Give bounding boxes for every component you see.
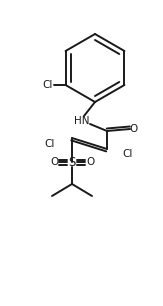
- Text: O: O: [130, 124, 138, 134]
- Text: HN: HN: [74, 116, 90, 126]
- Text: O: O: [50, 157, 58, 167]
- Text: S: S: [68, 155, 76, 169]
- Text: O: O: [86, 157, 94, 167]
- Text: Cl: Cl: [45, 139, 55, 149]
- Text: Cl: Cl: [42, 80, 53, 90]
- Text: Cl: Cl: [123, 149, 133, 159]
